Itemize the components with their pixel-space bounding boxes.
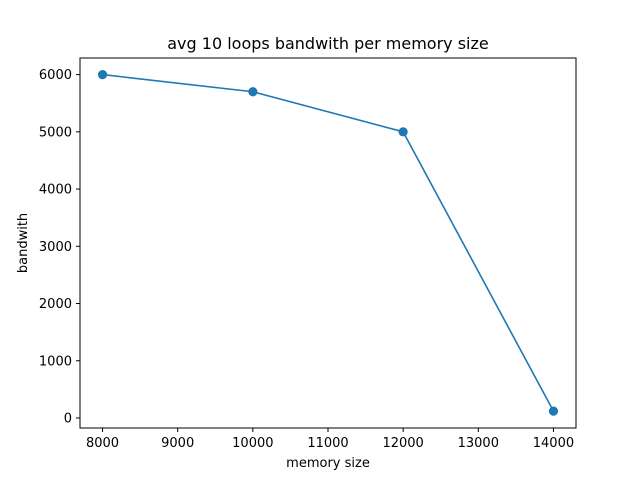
x-tick-label: 11000 — [307, 436, 348, 451]
x-axis: 8000 9000 10000 11000 12000 13000 14000 — [86, 428, 574, 451]
chart-title: avg 10 loops bandwith per memory size — [167, 34, 488, 53]
x-tick-label: 13000 — [458, 436, 499, 451]
axes-frame — [79, 57, 577, 429]
data-point — [548, 406, 559, 416]
x-axis-label: memory size — [286, 456, 370, 471]
x-tick-label: 9000 — [161, 436, 194, 451]
y-axis: 0 1000 2000 3000 4000 5000 6000 — [39, 68, 80, 426]
x-tick-label: 14000 — [533, 436, 574, 451]
y-tick-label: 6000 — [39, 68, 72, 83]
y-axis-label: bandwith — [16, 213, 31, 273]
plot-area — [79, 57, 577, 429]
x-tick-label: 10000 — [232, 436, 273, 451]
y-tick-label: 3000 — [39, 240, 72, 255]
x-tick-label: 8000 — [86, 436, 119, 451]
y-tick-label: 0 — [64, 411, 72, 426]
series-layer — [97, 69, 559, 416]
data-point — [248, 87, 258, 97]
y-tick-label: 1000 — [39, 354, 72, 369]
y-tick-label: 5000 — [39, 125, 72, 140]
y-tick-label: 4000 — [39, 183, 72, 198]
x-tick-label: 12000 — [382, 436, 423, 451]
y-tick-label: 2000 — [39, 297, 72, 312]
data-point — [97, 69, 108, 80]
data-point — [398, 127, 408, 137]
series-line — [102, 73, 555, 412]
